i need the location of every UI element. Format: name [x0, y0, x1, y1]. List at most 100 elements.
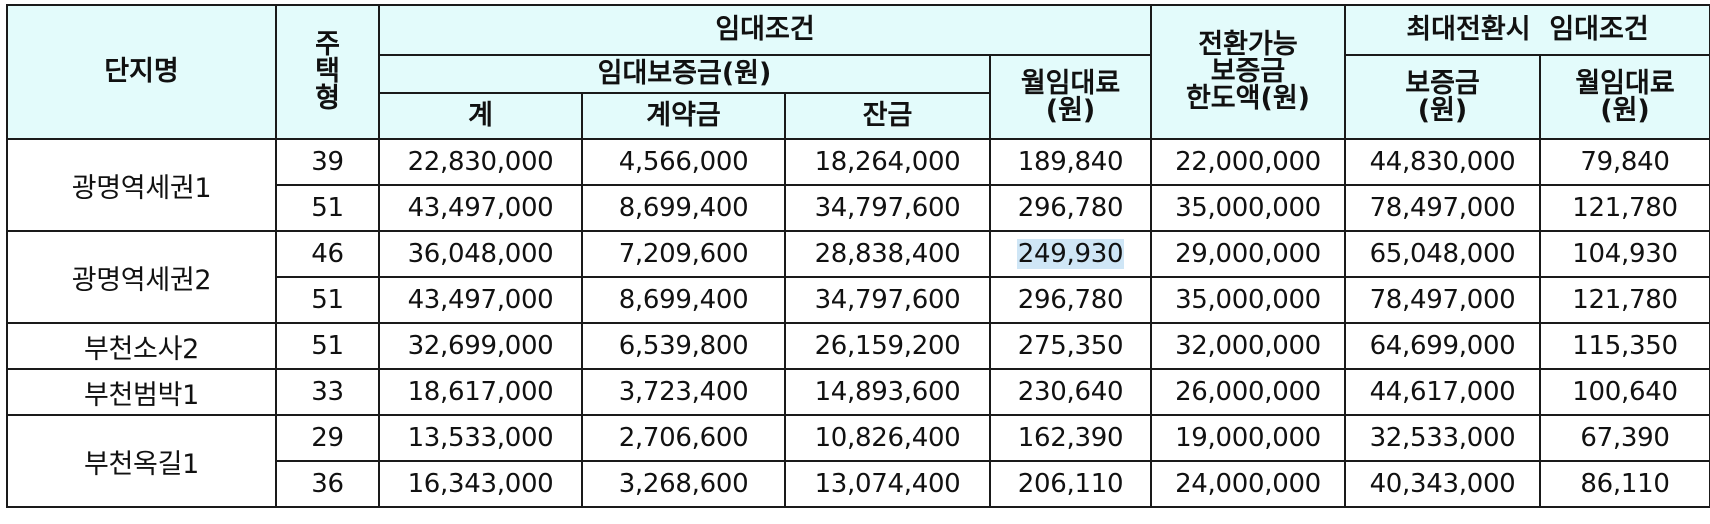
lease-conditions-table: 단지명 주 택 형 임대조건 전환가능 보증금 한도액(원) 최대전환시 임대조…	[6, 4, 1710, 508]
header-max-deposit-line: (원)	[1417, 94, 1468, 126]
deposit-balance-cell: 34,797,600	[784, 276, 991, 324]
max-monthly-rent-cell: 104,930	[1538, 230, 1710, 278]
header-convertible-line: 보증금	[1210, 56, 1286, 87]
monthly-rent-cell: 296,780	[989, 276, 1152, 324]
house-type-cell: 46	[275, 230, 380, 278]
header-monthly-rent-line: (원)	[1045, 94, 1096, 126]
deposit-contract-cell: 7,209,600	[581, 230, 786, 278]
house-type-cell: 36	[275, 460, 380, 508]
table-row: 부천소사2 51 32,699,000 6,539,800 26,159,200…	[6, 322, 1710, 370]
deposit-total-cell: 32,699,000	[378, 322, 583, 370]
header-convertible-line: 한도액(원)	[1185, 83, 1311, 114]
monthly-rent-cell: 162,390	[989, 414, 1152, 462]
monthly-rent-cell-selected[interactable]: 249,930	[989, 230, 1152, 278]
header-house-type-char: 주	[315, 29, 340, 60]
convertible-limit-cell: 26,000,000	[1150, 368, 1346, 416]
max-monthly-rent-cell: 121,780	[1538, 276, 1710, 324]
deposit-contract-cell: 4,566,000	[581, 138, 786, 186]
house-type-cell: 51	[275, 184, 380, 232]
header-house-type: 주 택 형	[275, 4, 380, 140]
max-monthly-rent-cell: 67,390	[1538, 414, 1710, 462]
convertible-limit-cell: 22,000,000	[1150, 138, 1346, 186]
house-type-cell: 51	[275, 276, 380, 324]
deposit-balance-cell: 10,826,400	[784, 414, 991, 462]
monthly-rent-cell: 189,840	[989, 138, 1152, 186]
header-deposit-total: 계	[378, 92, 583, 140]
complex-name-cell: 부천옥길1	[6, 414, 277, 508]
header-deposit: 임대보증금(원)	[378, 54, 991, 94]
max-monthly-rent-cell: 115,350	[1538, 322, 1710, 370]
complex-name-cell: 부천범박1	[6, 368, 277, 416]
header-max-deposit-line: 보증금	[1405, 67, 1480, 99]
deposit-total-cell: 16,343,000	[378, 460, 583, 508]
house-type-cell: 29	[275, 414, 380, 462]
convertible-limit-cell: 29,000,000	[1150, 230, 1346, 278]
deposit-contract-cell: 3,723,400	[581, 368, 786, 416]
complex-name-cell: 광명역세권1	[6, 138, 277, 232]
header-lease-terms: 임대조건	[378, 4, 1152, 56]
house-type-cell: 39	[275, 138, 380, 186]
deposit-contract-cell: 8,699,400	[581, 276, 786, 324]
max-deposit-cell: 65,048,000	[1344, 230, 1541, 278]
deposit-total-cell: 43,497,000	[378, 276, 583, 324]
max-deposit-cell: 78,497,000	[1344, 184, 1541, 232]
convertible-limit-cell: 19,000,000	[1150, 414, 1346, 462]
selected-text-highlight[interactable]: 249,930	[1016, 239, 1125, 269]
deposit-balance-cell: 28,838,400	[784, 230, 991, 278]
deposit-total-cell: 43,497,000	[378, 184, 583, 232]
monthly-rent-cell: 296,780	[989, 184, 1152, 232]
convertible-limit-cell: 32,000,000	[1150, 322, 1346, 370]
table-row: 51 43,497,000 8,699,400 34,797,600 296,7…	[7, 276, 1710, 324]
header-max-monthly-rent-line: 월임대료	[1575, 67, 1675, 99]
table-body: 광명역세권1 39 22,830,000 4,566,000 18,264,00…	[6, 138, 1710, 508]
header-max-deposit: 보증금 (원)	[1344, 54, 1541, 140]
deposit-balance-cell: 14,893,600	[784, 368, 991, 416]
max-monthly-rent-cell: 86,110	[1538, 460, 1710, 508]
header-max-monthly-rent-line: (원)	[1600, 94, 1650, 126]
table-row: 부천옥길1 29 13,533,000 2,706,600 10,826,400…	[6, 414, 1710, 508]
header-max-conversion-terms: 최대전환시 임대조건	[1343, 4, 1710, 56]
complex-name-cell: 부천소사2	[6, 322, 277, 370]
deposit-balance-cell: 13,074,400	[784, 460, 991, 508]
max-deposit-cell: 44,830,000	[1344, 138, 1541, 186]
deposit-contract-cell: 2,706,600	[581, 414, 786, 462]
table-row: 광명역세권2 46 36,048,000 7,209,600 28,838,40…	[6, 230, 1710, 324]
deposit-total-cell: 13,533,000	[378, 414, 583, 462]
header-house-type-char: 형	[315, 83, 340, 114]
header-complex-name: 단지명	[6, 4, 277, 140]
convertible-limit-cell: 35,000,000	[1150, 276, 1346, 324]
table-row: 51 43,497,000 8,699,400 34,797,600 296,7…	[7, 184, 1710, 232]
house-type-cell: 33	[275, 368, 380, 416]
monthly-rent-cell: 230,640	[989, 368, 1152, 416]
convertible-limit-cell: 24,000,000	[1150, 460, 1346, 508]
header-monthly-rent-line: 월임대료	[1020, 67, 1121, 99]
table-row: 광명역세권1 39 22,830,000 4,566,000 18,264,00…	[6, 138, 1710, 232]
house-type-cell: 51	[275, 322, 380, 370]
deposit-balance-cell: 26,159,200	[784, 322, 991, 370]
deposit-balance-cell: 34,797,600	[784, 184, 991, 232]
deposit-contract-cell: 6,539,800	[581, 322, 786, 370]
deposit-total-cell: 36,048,000	[378, 230, 583, 278]
convertible-limit-cell: 35,000,000	[1150, 184, 1346, 232]
max-monthly-rent-cell: 100,640	[1538, 368, 1710, 416]
max-deposit-cell: 78,497,000	[1344, 276, 1541, 324]
max-monthly-rent-cell: 121,780	[1538, 184, 1710, 232]
table-row: 부천범박1 33 18,617,000 3,723,400 14,893,600…	[6, 368, 1710, 416]
table-header: 단지명 주 택 형 임대조건 전환가능 보증금 한도액(원) 최대전환시 임대조…	[6, 4, 1710, 140]
header-house-type-char: 택	[315, 56, 340, 87]
header-convertible-line: 전환가능	[1198, 29, 1298, 60]
deposit-total-cell: 18,617,000	[378, 368, 583, 416]
deposit-total-cell: 22,830,000	[378, 138, 583, 186]
header-convertible-limit: 전환가능 보증금 한도액(원)	[1150, 4, 1346, 140]
deposit-contract-cell: 3,268,600	[581, 460, 786, 508]
header-max-monthly-rent: 월임대료 (원)	[1538, 54, 1710, 140]
max-monthly-rent-cell: 79,840	[1538, 138, 1710, 186]
monthly-rent-cell: 275,350	[989, 322, 1152, 370]
max-deposit-cell: 64,699,000	[1344, 322, 1541, 370]
deposit-balance-cell: 18,264,000	[784, 138, 991, 186]
max-deposit-cell: 40,343,000	[1344, 460, 1541, 508]
header-monthly-rent: 월임대료 (원)	[989, 54, 1152, 140]
monthly-rent-cell: 206,110	[989, 460, 1152, 508]
max-deposit-cell: 44,617,000	[1344, 368, 1541, 416]
deposit-contract-cell: 8,699,400	[581, 184, 786, 232]
